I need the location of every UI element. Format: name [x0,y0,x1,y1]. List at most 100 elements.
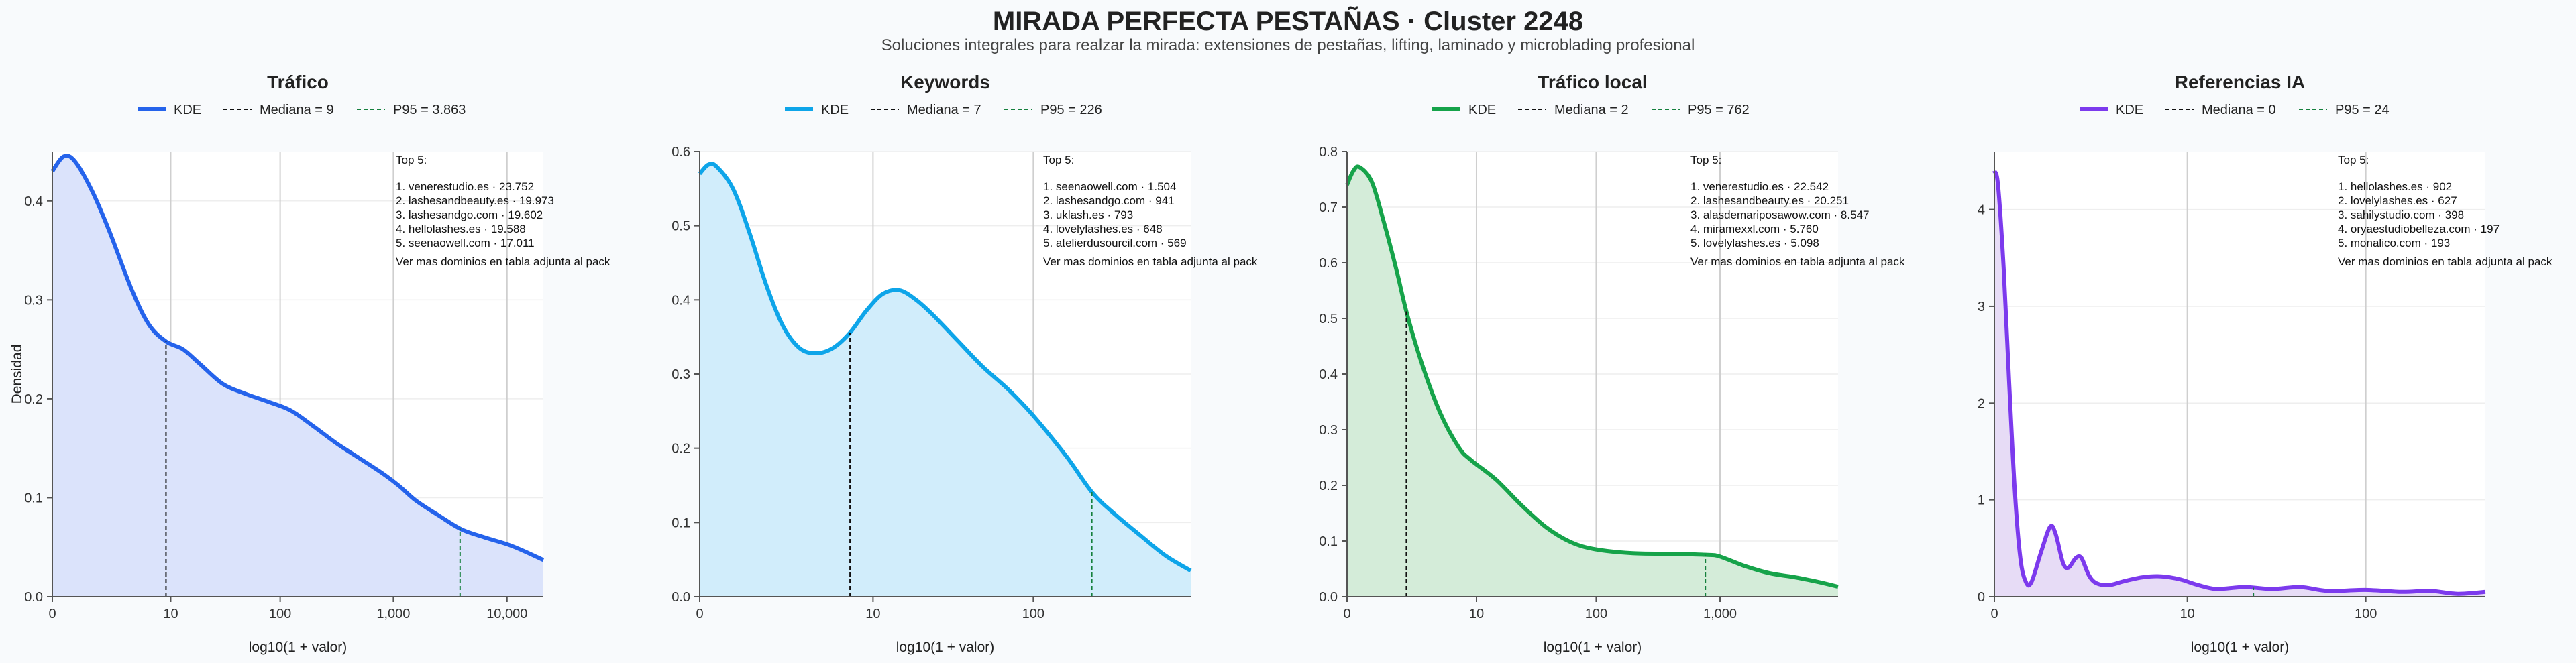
y-tick-label: 1 [1978,493,1985,508]
chart-title: Referencias IA [2175,72,2306,93]
top5-item: 1. seenaowell.com · 1.504 [1043,180,1176,193]
x-axis-label: log10(1 + valor) [249,640,347,655]
x-tick-label: 1,000 [376,607,410,621]
top5-item: 2. lashesandgo.com · 941 [1043,194,1175,207]
y-tick-label: 0.4 [672,293,690,308]
top5-item: 2. lovelylashes.es · 627 [2338,194,2457,207]
top5-item: 5. monalico.com · 193 [2338,237,2450,249]
top5-item: 4. lovelylashes.es · 648 [1043,223,1163,235]
chart-panel-trafico: 0.0 0.1 0.2 0.3 0.4 0 10 100 1,000 10,000 log10(1 … [0,0,644,663]
x-tick-label: 10,000 [486,607,527,621]
y-tick-label: 3 [1978,300,1985,314]
top5-item: 5. lovelylashes.es · 5.098 [1690,237,1819,249]
x-tick-label: 10 [2180,607,2195,621]
y-tick-label: 0.4 [24,194,43,209]
y-tick-label: 0.6 [672,145,690,160]
legend-label: Mediana = 0 [2202,103,2276,117]
y-tick-label: 0.4 [1319,367,1338,382]
legend-label: Mediana = 2 [1554,103,1629,117]
top5-title: Top 5: [2338,154,2369,166]
y-tick-label: 0.0 [24,590,43,605]
top5-title: Top 5: [1043,154,1074,166]
x-tick-label: 0 [48,607,56,621]
legend-label: Mediana = 9 [260,103,334,117]
legend-label: P95 = 24 [2335,103,2390,117]
chart-svg: 0.0 0.1 0.2 0.3 0.4 0 10 100 1,000 10,000 log10(1 … [9,72,610,655]
chart-svg: 0.0 0.1 0.2 0.3 0.4 0.5 0.6 0.7 0.8 0 10 100 1,000 lo… [1319,72,1905,655]
kde-line [1345,164,1839,589]
y-tick-label: 0.5 [1319,312,1338,326]
x-tick-label: 100 [1585,607,1607,621]
top5-note: Ver mas dominios en tabla adjunta al pac… [2338,255,2553,268]
top5-item: 3. uklash.es · 793 [1043,208,1133,221]
legend-label: Mediana = 7 [907,103,981,117]
x-axis-label: log10(1 + valor) [896,640,995,655]
chart-title: Tráfico local [1538,72,1647,93]
x-tick-label: 10 [865,607,880,621]
y-tick-label: 0.8 [1319,145,1338,160]
page-subtitle: Soluciones integrales para realzar la mi… [881,36,1695,54]
y-axis-label: Densidad [9,345,25,404]
x-tick-label: 0 [1990,607,1998,621]
x-tick-label: 10 [1469,607,1484,621]
top5-title: Top 5: [396,154,427,166]
y-tick-label: 0 [1978,590,1985,605]
chart-svg: 0 1 2 3 4 0 10 100 log10(1 + valor) Referencias I… [1978,72,2553,655]
legend-label: P95 = 3.863 [393,103,466,117]
legend-label: P95 = 226 [1040,103,1102,117]
kde-line [50,154,545,562]
legend-label: KDE [174,103,201,117]
x-axis-label: log10(1 + valor) [1544,640,1642,655]
top5-item: 4. oryaestudiobelleza.com · 197 [2338,223,2500,235]
top5-item: 1. venerestudio.es · 22.542 [1690,180,1829,193]
legend-label: KDE [2116,103,2143,117]
legend-label: KDE [821,103,849,117]
y-tick-label: 0.0 [672,590,690,605]
legend-label: KDE [1468,103,1496,117]
top5-item: 3. sahilystudio.com · 398 [2338,208,2464,221]
y-tick-label: 0.2 [672,442,690,457]
x-tick-label: 10 [163,607,178,621]
page-title: MIRADA PERFECTA PESTAÑAS · Cluster 2248 [992,7,1584,36]
chart-panel-referencias-ia: 0 1 2 3 4 0 10 100 log10(1 + valor) Referencias I… [1942,0,2576,663]
kde-area [1347,166,1838,597]
top5-item: 1. hellolashes.es · 902 [2338,180,2452,193]
top5-item: 1. venerestudio.es · 23.752 [396,180,534,193]
x-tick-label: 0 [696,607,703,621]
top5-note: Ver mas dominios en tabla adjunta al pac… [396,255,610,268]
y-tick-label: 0.2 [1319,479,1338,493]
y-tick-label: 0.5 [672,219,690,234]
y-tick-label: 0.7 [1319,200,1338,215]
plot-area [1994,152,2485,597]
x-tick-label: 100 [269,607,291,621]
y-tick-label: 0.1 [1319,534,1338,549]
chart-svg: 0.0 0.1 0.2 0.3 0.4 0.5 0.6 0 10 100 log10(1 + val… [672,72,1258,655]
y-tick-label: 0.1 [24,491,43,505]
chart-panel-trafico-local: 0.0 0.1 0.2 0.3 0.4 0.5 0.6 0.7 0.8 0 10 100 1,000 lo… [1295,0,1939,663]
chart-panel-keywords: 0.0 0.1 0.2 0.3 0.4 0.5 0.6 0 10 100 log10(1 + val… [647,0,1291,663]
x-tick-label: 100 [1022,607,1044,621]
top5-note: Ver mas dominios en tabla adjunta al pac… [1690,255,1905,268]
x-axis-label: log10(1 + valor) [2191,640,2290,655]
kde-area [1994,170,2485,597]
y-tick-label: 0.3 [672,367,690,382]
top5-item: 3. alasdemariposawow.com · 8.547 [1690,208,1869,221]
top5-title: Top 5: [1690,154,1721,166]
kde-area [52,156,543,597]
x-tick-label: 0 [1343,607,1350,621]
kde-line [698,162,1192,572]
x-tick-label: 1,000 [1703,607,1737,621]
top5-item: 5. seenaowell.com · 17.011 [396,237,535,249]
chart-title: Keywords [900,72,990,93]
y-tick-label: 2 [1978,396,1985,411]
y-tick-label: 0.2 [24,392,43,407]
kde-line [1992,170,2486,596]
y-tick-label: 0.0 [1319,590,1338,605]
legend-label: P95 = 762 [1688,103,1750,117]
top5-note: Ver mas dominios en tabla adjunta al pac… [1043,255,1258,268]
top5-item: 4. miramexxl.com · 5.760 [1690,223,1819,235]
y-tick-label: 0.6 [1319,256,1338,271]
top5-item: 2. lashesandbeauty.es · 20.251 [1690,194,1849,207]
x-tick-label: 100 [2355,607,2377,621]
kde-area [700,164,1191,597]
